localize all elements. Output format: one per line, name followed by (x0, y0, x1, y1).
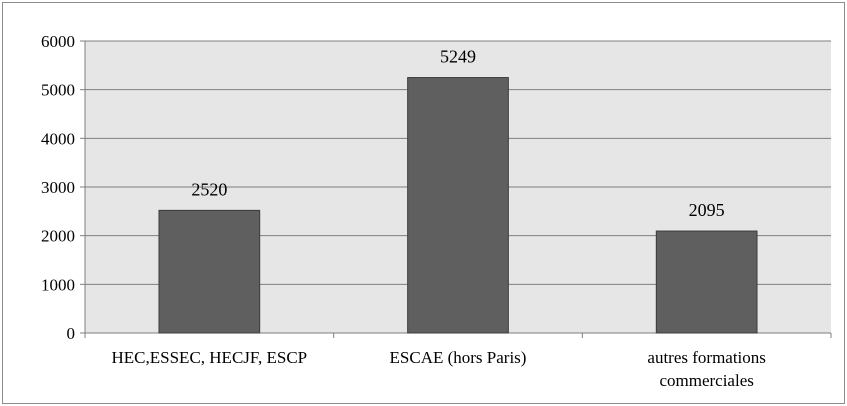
y-tick-label: 6000 (41, 32, 75, 51)
data-label: 5249 (440, 47, 476, 67)
x-tick-label: commerciales (659, 371, 753, 390)
bar (655, 230, 758, 334)
y-tick-label: 3000 (41, 178, 75, 197)
x-tick-label: ESCAE (hors Paris) (390, 348, 527, 367)
bar (407, 77, 509, 334)
y-tick-label: 5000 (41, 81, 75, 100)
data-label: 2095 (689, 200, 725, 220)
y-tick-label: 1000 (41, 275, 75, 294)
x-tick-label: HEC,ESSEC, HECJF, ESCP (112, 348, 308, 367)
y-tick-label: 4000 (41, 129, 75, 148)
x-tick-label: autres formations (647, 348, 766, 367)
y-tick-label: 2000 (41, 227, 75, 246)
y-tick-label: 0 (67, 324, 76, 343)
data-label: 2520 (191, 179, 227, 199)
bar (158, 209, 261, 334)
